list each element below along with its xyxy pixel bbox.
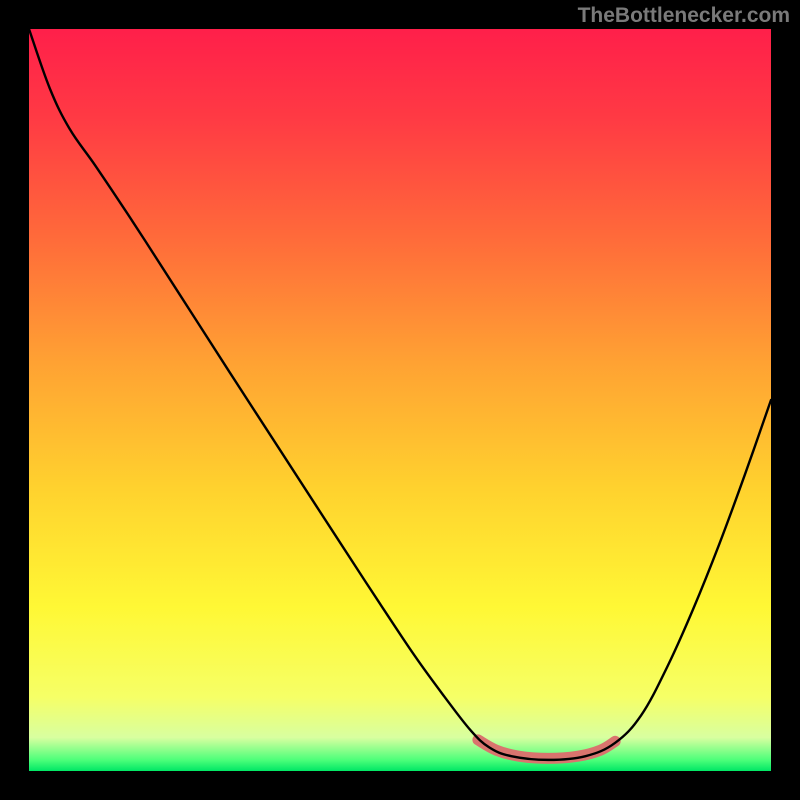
gradient-background <box>29 29 771 771</box>
plot-area <box>29 29 771 771</box>
chart-stage: TheBottlenecker.com <box>0 0 800 800</box>
bottleneck-chart <box>0 0 800 800</box>
watermark-text: TheBottlenecker.com <box>578 4 790 28</box>
